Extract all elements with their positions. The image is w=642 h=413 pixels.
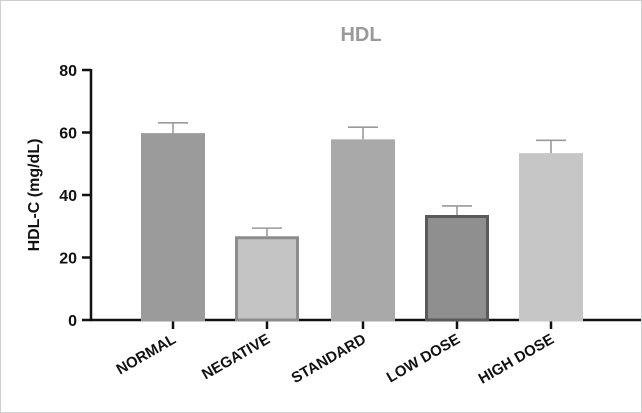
y-axis-label: HDL-C (mg/dL) xyxy=(26,139,43,252)
chart-title: HDL xyxy=(340,24,381,46)
bar-high-dose xyxy=(519,153,583,322)
bar-normal xyxy=(141,133,205,322)
bar-negative xyxy=(235,236,299,322)
category-label-negative: NEGATIVE xyxy=(199,331,273,384)
bars xyxy=(141,133,583,322)
y-tick-label: 20 xyxy=(59,251,77,268)
y-tick-label: 40 xyxy=(59,188,77,205)
y-tick-label: 80 xyxy=(59,63,77,80)
category-label-normal: NORMAL xyxy=(113,331,179,379)
bar-low-dose xyxy=(425,215,489,322)
category-label-low-dose: LOW DOSE xyxy=(384,331,463,387)
y-tick-label: 0 xyxy=(68,313,77,330)
category-label-standard: STANDARD xyxy=(289,331,370,387)
category-label-high-dose: HIGH DOSE xyxy=(476,331,557,388)
error-bars xyxy=(158,122,566,237)
y-tick-labels: 0 20 40 60 80 xyxy=(59,63,77,330)
bar-standard xyxy=(331,139,395,322)
category-labels: NORMAL NEGATIVE STANDARD LOW DOSE HIGH DOSE xyxy=(113,331,557,388)
y-tick-label: 60 xyxy=(59,126,77,143)
